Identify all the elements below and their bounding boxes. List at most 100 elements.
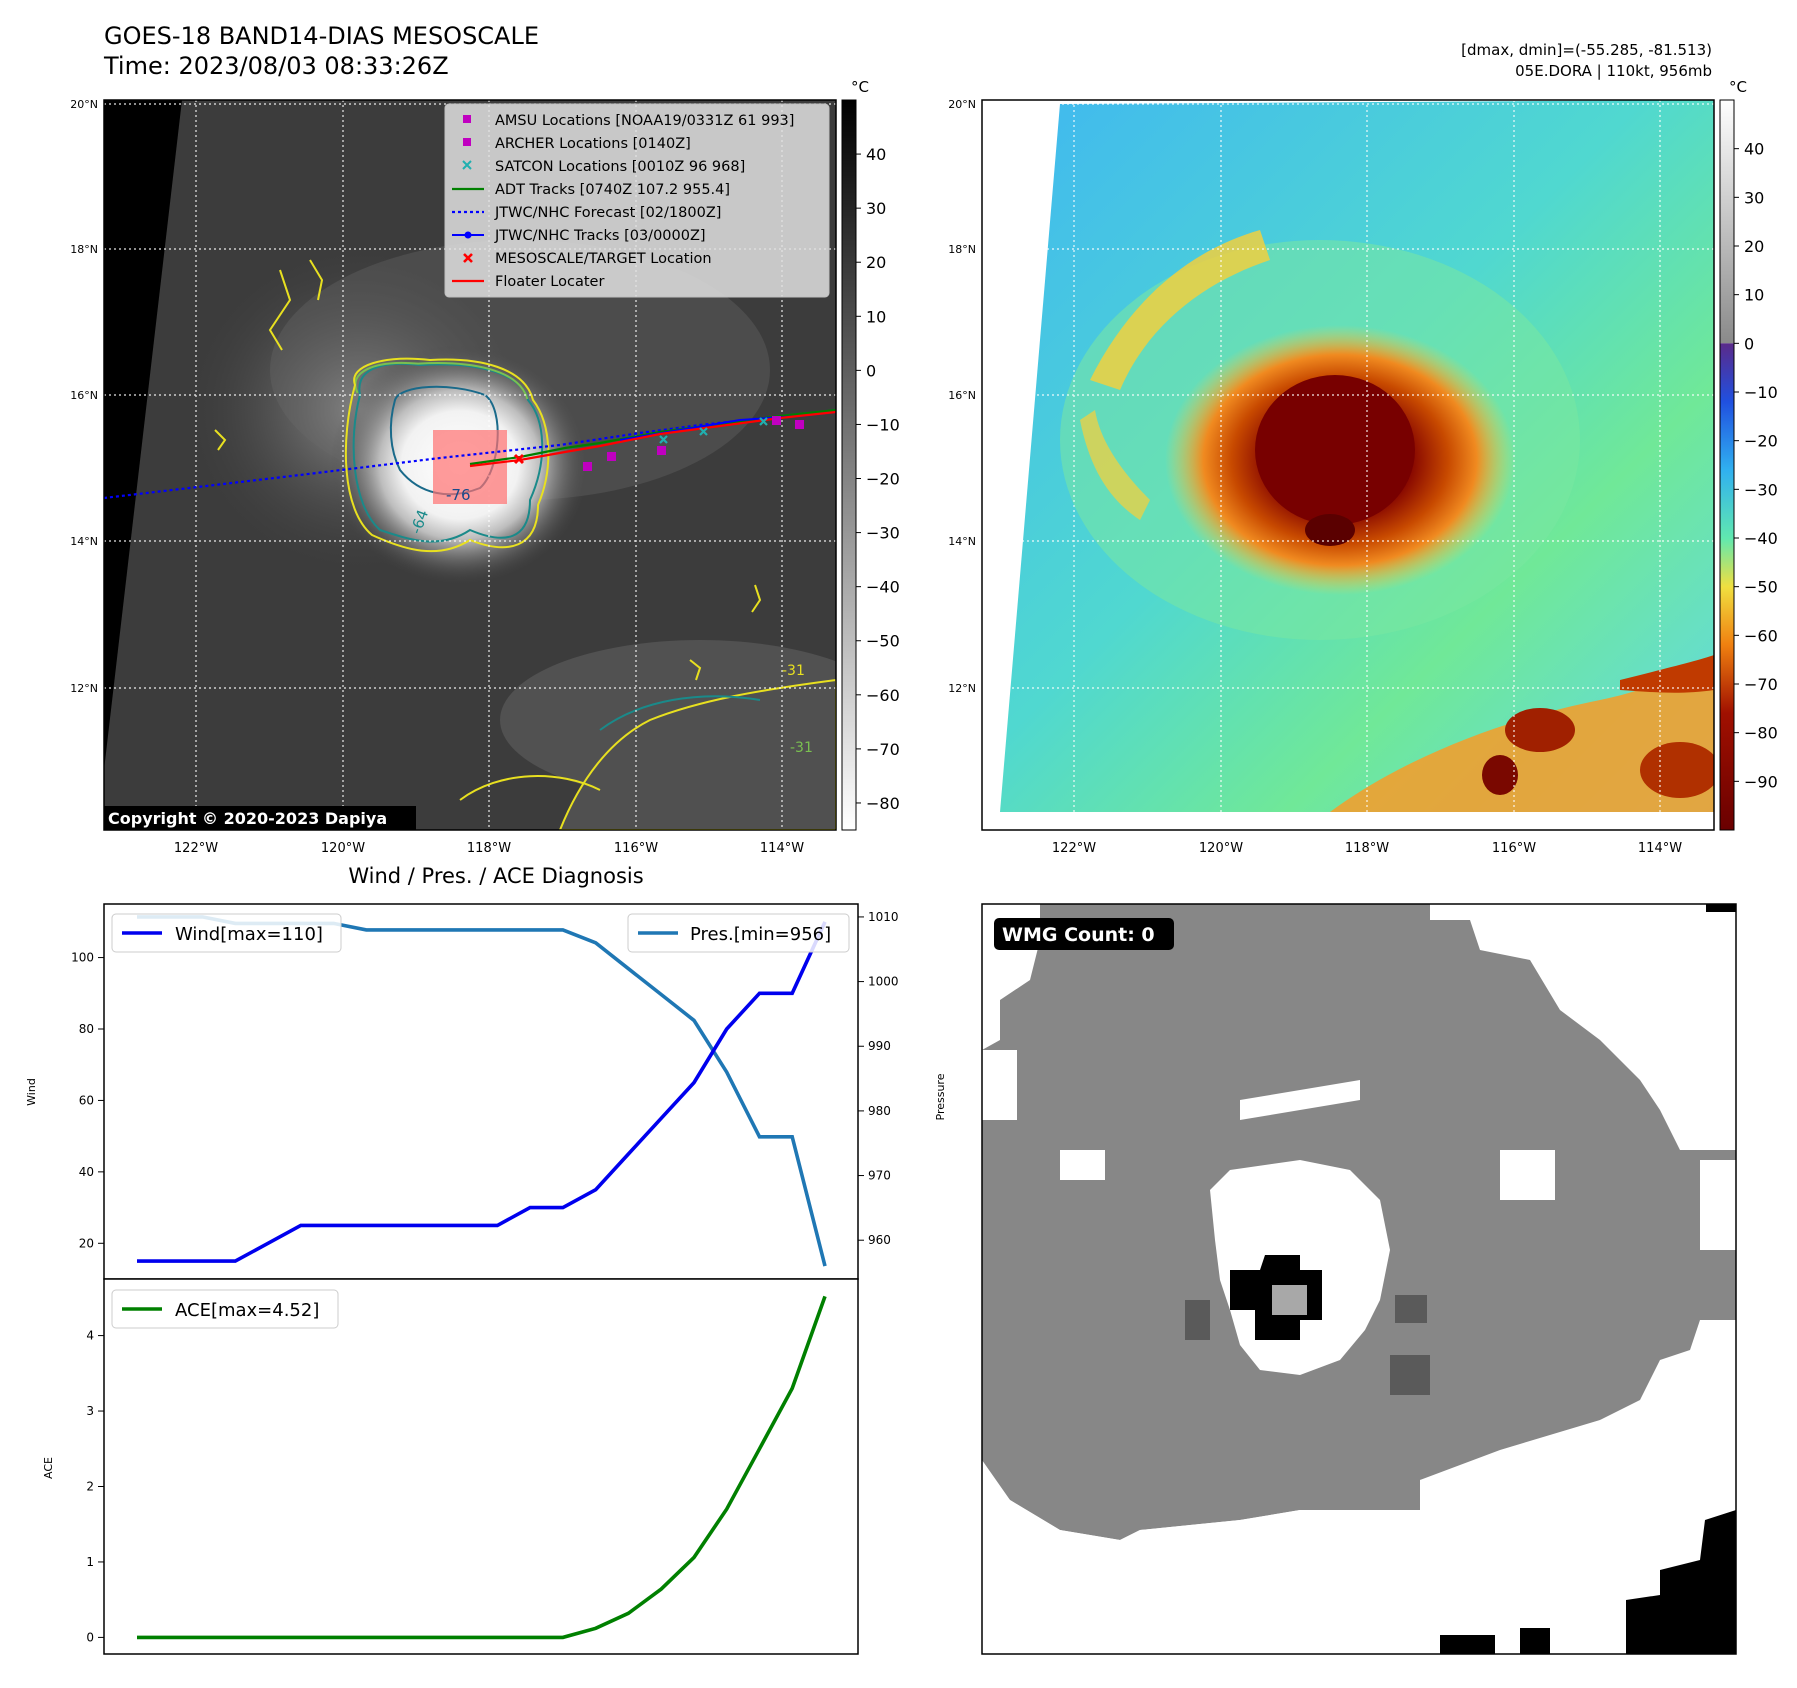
pressure-legend-text: Pres.[min=956] [690,924,831,945]
dias-map-y-ticks: 20°N 18°N 16°N 14°N 12°N [948,98,976,695]
svg-text:20°N: 20°N [948,98,976,111]
wind-legend-text: Wind[max=110] [175,924,323,945]
wmg-black-strip-b [1520,1628,1550,1654]
diagnosis-title: Wind / Pres. / ACE Diagnosis [348,864,643,888]
floater-locater-line [469,410,836,468]
wmg-white-patch-a [1240,1080,1360,1120]
dias-map-x-ticks: 122°W 120°W 118°W 116°W 114°W [1052,841,1682,856]
wmg-count-badge [994,918,1174,950]
dias-colorbar-tick-label: 40 [1744,140,1764,159]
ir-colorbar-unit: °C [851,78,869,96]
ace-series-line [137,1295,827,1640]
svg-text:120°W: 120°W [1199,841,1243,856]
svg-text:16°N: 16°N [70,389,98,402]
satcon-markers [659,417,768,444]
dias-colorbar-tick-label: 10 [1744,286,1764,305]
pressure-axis-tick-label: 990 [868,1039,891,1053]
contour-label-76: -76 [446,486,471,504]
dias-colorbar-tick-label: −30 [1744,480,1778,499]
pressure-axis-tick-label: 970 [868,1169,891,1183]
svg-text:118°W: 118°W [1345,841,1389,856]
ace-legend: ACE[max=4.52] [111,1289,339,1329]
amsu-markers [583,416,804,471]
ir-colorbar-tick-label: −10 [866,415,900,434]
dias-colorbar-tick-label: −60 [1744,626,1778,645]
svg-text:16°N: 16°N [948,389,976,402]
ir-colorbar: °C 40 30 20 10 0 −10 −20 −30 −40 −50 −60 −70 −80 [841,78,900,831]
ir-colorbar-tick-label: −50 [866,632,900,651]
wind-axis-tick-label: 40 [79,1165,94,1179]
wmg-black-corner [1626,1510,1736,1654]
ir-colorbar-tick-label: 40 [866,145,886,164]
ace-legend-text: ACE[max=4.52] [175,1300,319,1321]
pressure-axis-label: Pressure [934,1073,947,1120]
target-x-marker [513,453,525,465]
pressure-axis-tick-label: 1000 [868,975,899,989]
target-legend-icon [463,253,473,263]
dias-colorbar-tick-label: 30 [1744,188,1764,207]
wmg-white-patch-d [982,1050,1017,1120]
ir-colorbar-tick-label: −20 [866,470,900,489]
copyright-background [104,806,416,830]
wmg-dark-patch-c [1185,1300,1210,1340]
legend-archer: ARCHER Locations [0140Z] [495,136,691,152]
wmg-black-top [1706,904,1736,912]
pressure-axis-tick-label: 960 [868,1233,891,1247]
ir-colorbar-tick-label: −40 [866,578,900,597]
ace-y-ticks: 0 1 2 3 4 [86,1329,104,1644]
svg-text:118°W: 118°W [467,841,511,856]
svg-text:12°N: 12°N [70,682,98,695]
wind-axis-label: Wind [25,1078,38,1106]
ir-colorbar-tick-label: 0 [866,361,876,380]
svg-text:116°W: 116°W [614,841,658,856]
copyright-text: Copyright © 2020-2023 Dapiya [108,809,387,828]
ir-colorbar-tick-label: −30 [866,524,900,543]
dias-colorbar-ticks: 40 30 20 10 0 −10 −20 −30 −40 −50 −60 −70 −80 −90 [1734,140,1778,791]
wmg-panel: WMG Count: 0 [981,903,1737,1655]
ace-axis-tick-label: 2 [86,1479,94,1493]
dias-map-grid [982,100,1714,830]
dias-colorbar-tick-label: 0 [1744,334,1754,353]
legend-tracks: JTWC/NHC Tracks [03/0000Z] [494,228,706,244]
svg-text:18°N: 18°N [70,243,98,256]
ir-colorbar-ticks: 40 30 20 10 0 −10 −20 −30 −40 −50 −60 −70 −80 [856,145,900,813]
svg-text:120°W: 120°W [321,841,365,856]
figure-title: GOES-18 BAND14-DIAS MESOSCALE [104,22,539,50]
ace-axis-label: ACE [42,1457,55,1479]
ir-colorbar-tick-label: 20 [866,253,886,272]
wind-axis-tick-label: 20 [79,1236,94,1250]
wmg-black-strip-a [1440,1635,1495,1654]
ir-map-x-ticks: 122°W 120°W 118°W 116°W 114°W [174,841,804,856]
pressure-legend: Pres.[min=956] [627,913,850,953]
svg-text:114°W: 114°W [1638,841,1682,856]
pressure-y-ticks: 960 970 980 990 1000 1010 [858,910,899,1247]
svg-text:20°N: 20°N [70,98,98,111]
svg-text:122°W: 122°W [1052,841,1096,856]
figure-time: Time: 2023/08/03 08:33:26Z [103,52,449,80]
svg-text:14°N: 14°N [70,535,98,548]
archer-legend-icon [463,138,471,146]
amsu-legend-icon [463,115,471,123]
ace-axis-tick-label: 3 [86,1404,94,1418]
legend-target: MESOSCALE/TARGET Location [495,251,712,267]
dias-colorbar-unit: °C [1729,78,1747,96]
dias-colorbar-tick-label: −70 [1744,675,1778,694]
wind-pressure-chart: 20 40 60 80 100 960 970 980 990 1000 1010 Wind Pr… [25,903,947,1280]
wmg-dark-patch-a [1395,1295,1427,1323]
ace-axis-tick-label: 1 [86,1555,94,1569]
svg-text:12°N: 12°N [948,682,976,695]
satcon-legend-icon [462,160,472,170]
legend-forecast: JTWC/NHC Forecast [02/1800Z] [494,205,721,221]
ace-axis-tick-label: 4 [86,1329,94,1343]
ir-map-legend: AMSU Locations [NOAA19/0331Z 61 993] ARC… [444,103,830,298]
svg-text:116°W: 116°W [1492,841,1536,856]
ir-colorbar-tick-label: −70 [866,740,900,759]
dias-colorbar-tick-label: −40 [1744,529,1778,548]
wind-series-line [137,921,827,1263]
ace-chart: 0 1 2 3 4 ACE ACE[max=4.52] [42,1278,859,1655]
dias-colorbar-tick-label: −10 [1744,383,1778,402]
legend-satcon: SATCON Locations [0010Z 96 968] [495,159,745,175]
ir-colorbar-tick-label: 10 [866,307,886,326]
wind-y-ticks: 20 40 60 80 100 [71,951,104,1250]
wmg-white-patch-c [1500,1150,1555,1200]
